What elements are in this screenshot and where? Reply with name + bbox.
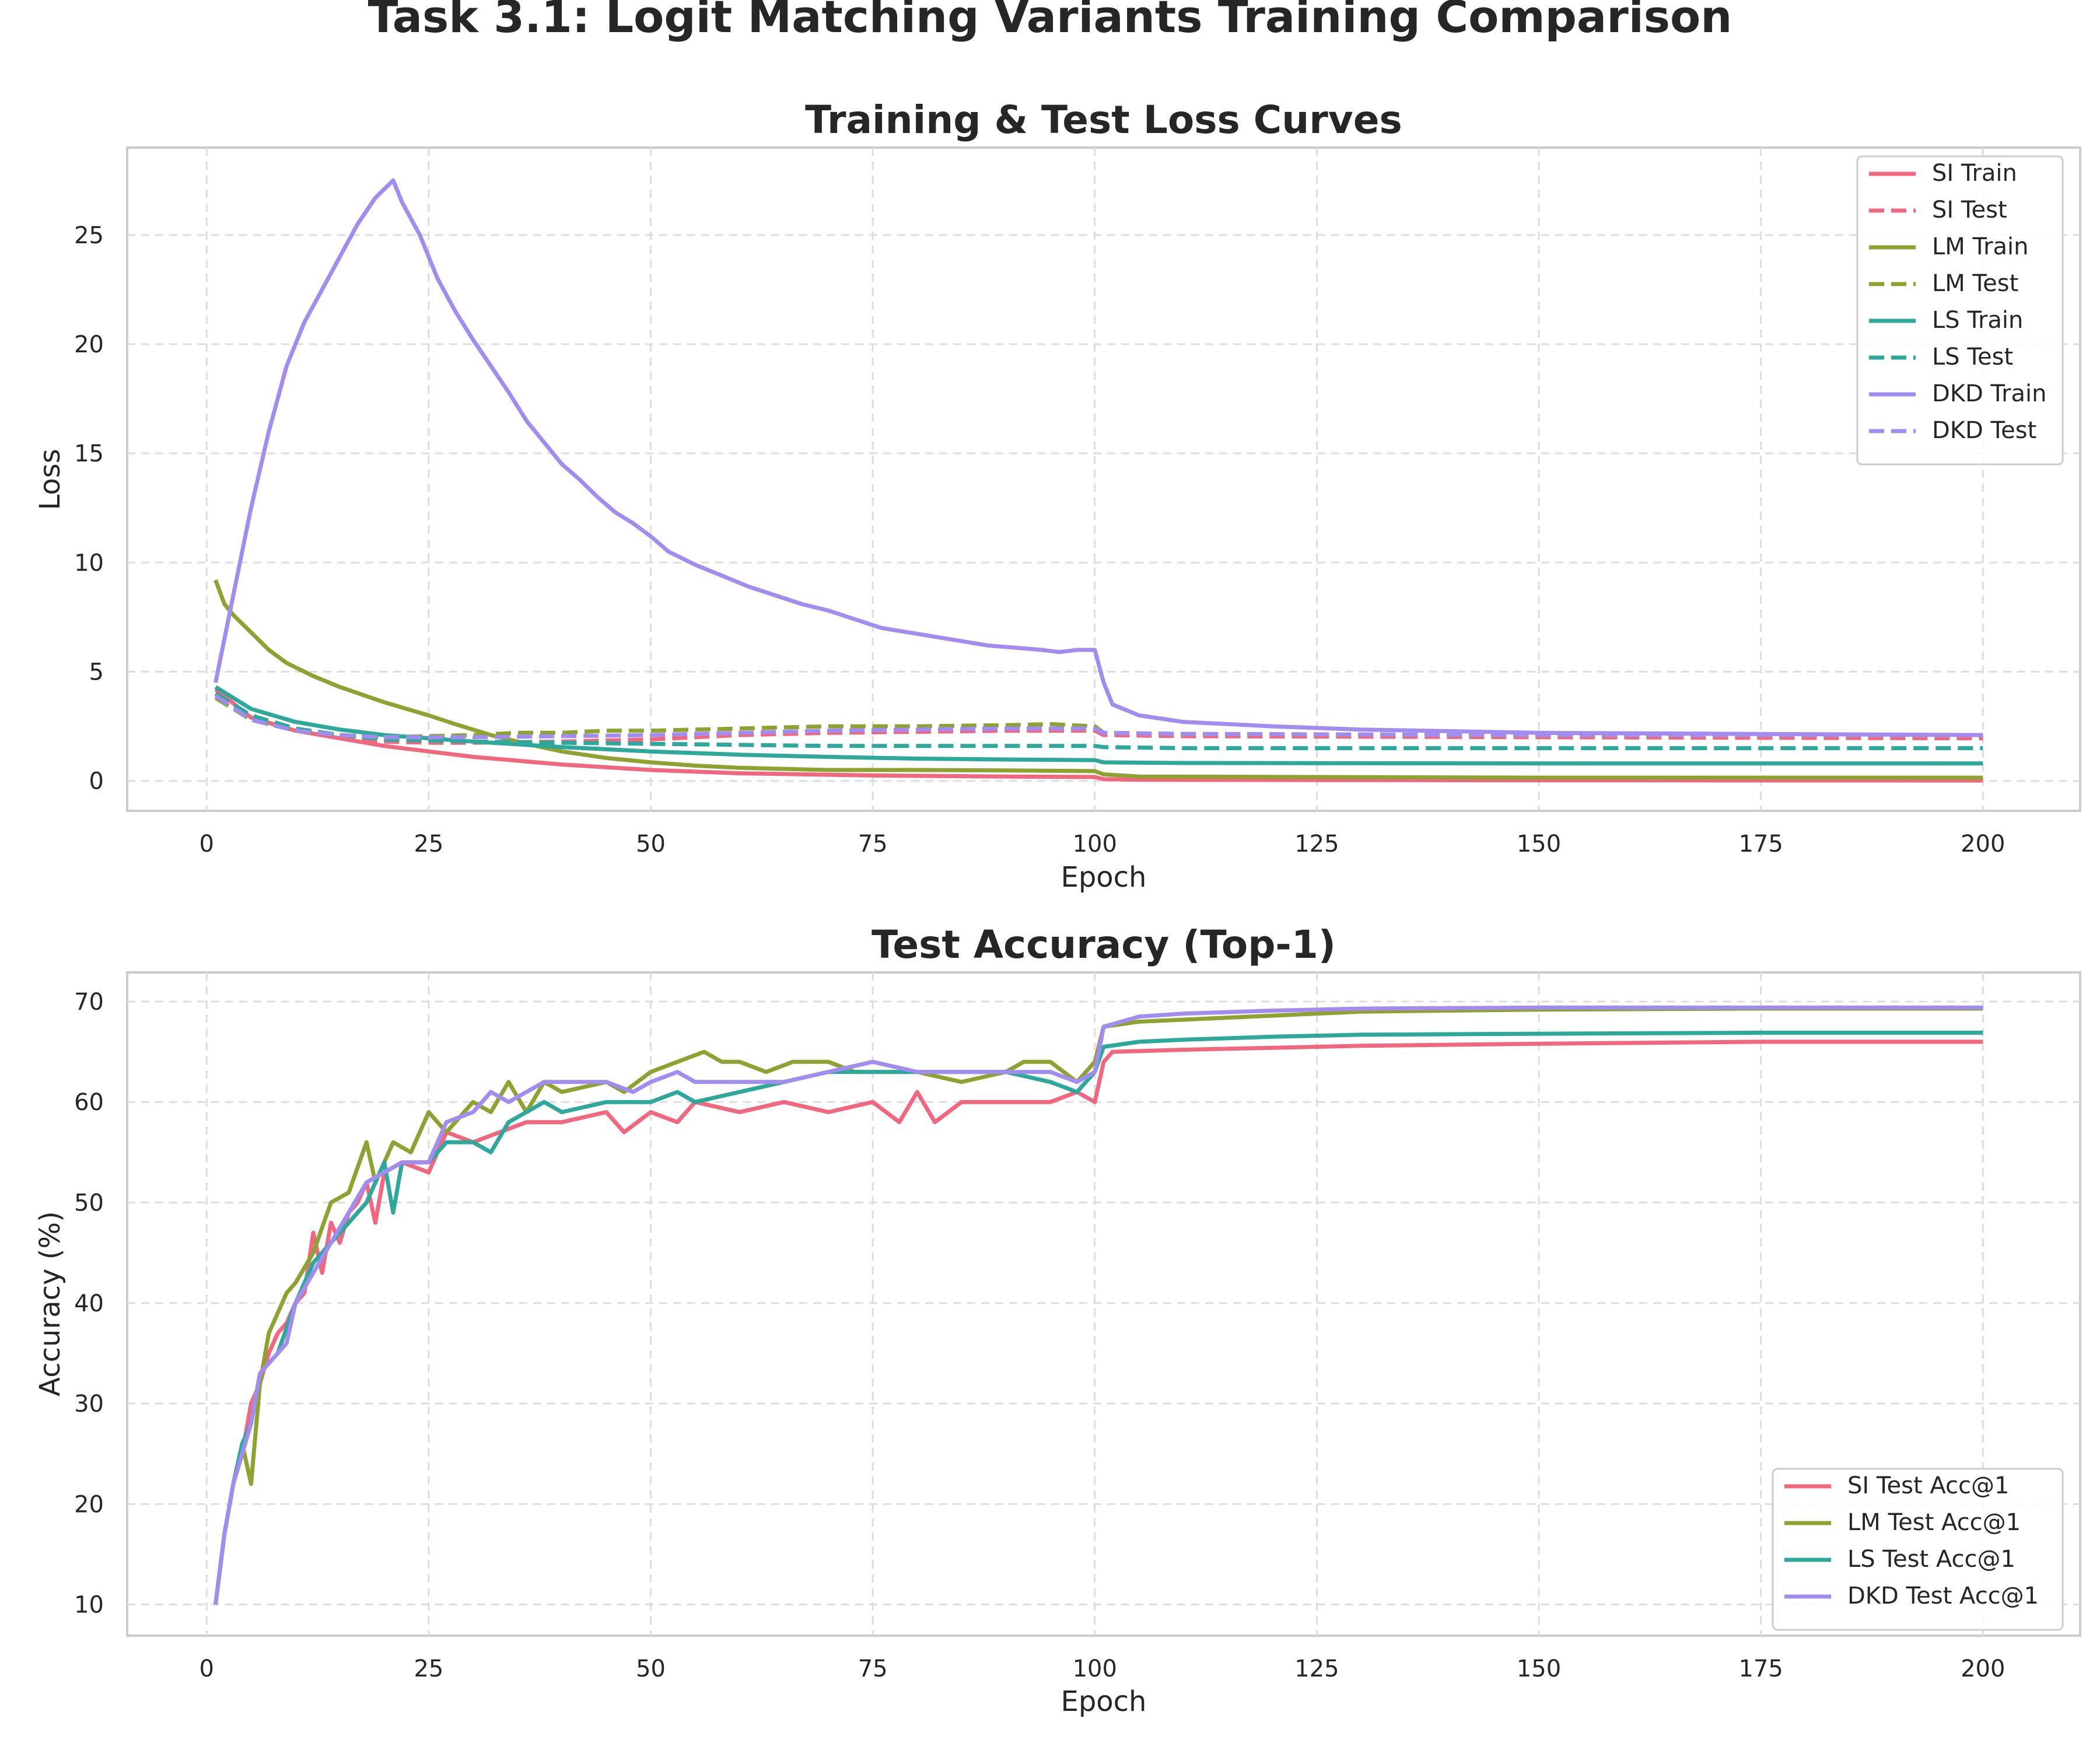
acc-y-tick-label: 20 bbox=[74, 1491, 104, 1518]
acc-legend-frame bbox=[1772, 1468, 2064, 1631]
accuracy-chart-title: Test Accuracy (Top-1) bbox=[872, 922, 1336, 967]
loss-x-tick-label: 125 bbox=[1294, 831, 1339, 858]
accuracy-subplot: 0 25 50 75 100 125 150 175 200 10 20 30 40 50 60 70 Tes… bbox=[34, 922, 2081, 1718]
legend-label-dkd-train: DKD Train bbox=[1932, 380, 2047, 407]
series-line-dkd-train bbox=[214, 178, 1983, 737]
loss-y-axis-label: Loss bbox=[34, 449, 66, 510]
loss-x-tick-label: 0 bbox=[200, 831, 214, 858]
legend-label-si-test-acc-1: SI Test Acc@1 bbox=[1847, 1472, 2009, 1499]
acc-y-tick-label: 10 bbox=[74, 1592, 104, 1619]
loss-x-axis-label: Epoch bbox=[1061, 861, 1147, 894]
accuracy-series-group bbox=[214, 1005, 1983, 1605]
acc-y-tick-label: 60 bbox=[74, 1089, 104, 1116]
loss-legend: SI Train SI Test LM Train LM Test LS Train LS… bbox=[1856, 155, 2064, 466]
acc-x-tick-label: 25 bbox=[414, 1656, 443, 1682]
loss-subplot: 0 25 50 75 100 125 150 175 200 0 5 10 15 20 25 Trainin… bbox=[34, 97, 2081, 894]
legend-label-ls-test-acc-1: LS Test Acc@1 bbox=[1847, 1546, 2015, 1573]
legend-label-lm-test: LM Test bbox=[1932, 270, 2018, 297]
loss-ticks: 0 25 50 75 100 125 150 175 200 0 5 10 15 20 25 bbox=[74, 222, 2005, 858]
acc-x-tick-label: 0 bbox=[200, 1656, 214, 1682]
loss-x-tick-label: 25 bbox=[414, 831, 443, 858]
loss-y-tick-label: 25 bbox=[74, 222, 104, 249]
series-line-ls-train bbox=[214, 685, 1983, 766]
loss-plot-area bbox=[126, 146, 2081, 812]
legend-label-si-test: SI Test bbox=[1932, 197, 2007, 223]
loss-series-group bbox=[214, 178, 1983, 783]
acc-x-tick-label: 100 bbox=[1073, 1656, 1117, 1682]
loss-x-tick-label: 75 bbox=[858, 831, 888, 858]
loss-grid bbox=[127, 148, 2080, 811]
acc-y-tick-label: 70 bbox=[74, 989, 104, 1016]
accuracy-y-axis-label: Accuracy (%) bbox=[34, 1211, 66, 1396]
legend-label-lm-train: LM Train bbox=[1932, 233, 2029, 260]
acc-y-tick-label: 30 bbox=[74, 1391, 104, 1418]
accuracy-ticks: 0 25 50 75 100 125 150 175 200 10 20 30 40 50 60 70 bbox=[74, 989, 2005, 1682]
series-line-si-test bbox=[214, 694, 1983, 745]
loss-y-tick-label: 5 bbox=[89, 659, 104, 686]
acc-x-tick-label: 50 bbox=[636, 1656, 666, 1682]
accuracy-grid bbox=[127, 972, 2080, 1636]
loss-legend-frame bbox=[1856, 155, 2064, 466]
loss-x-tick-label: 100 bbox=[1073, 831, 1117, 858]
legend-label-dkd-test-acc-1: DKD Test Acc@1 bbox=[1847, 1583, 2039, 1609]
loss-y-tick-label: 0 bbox=[89, 768, 104, 795]
accuracy-x-axis-label: Epoch bbox=[1061, 1685, 1147, 1718]
legend-label-ls-train: LS Train bbox=[1932, 307, 2023, 334]
figure-suptitle: Task 3.1: Logit Matching Variants Traini… bbox=[368, 0, 1732, 43]
loss-x-tick-label: 150 bbox=[1517, 831, 1561, 858]
acc-x-tick-label: 175 bbox=[1738, 1656, 1783, 1682]
legend-label-lm-test-acc-1: LM Test Acc@1 bbox=[1847, 1509, 2021, 1536]
loss-x-tick-label: 200 bbox=[1961, 831, 2005, 858]
loss-y-tick-label: 20 bbox=[74, 331, 104, 358]
loss-chart-title: Training & Test Loss Curves bbox=[805, 97, 1402, 142]
acc-x-tick-label: 125 bbox=[1294, 1656, 1339, 1682]
legend-label-dkd-test: DKD Test bbox=[1932, 417, 2036, 444]
acc-x-tick-label: 200 bbox=[1961, 1656, 2005, 1682]
loss-x-tick-label: 175 bbox=[1738, 831, 1783, 858]
series-line-dkd-test-acc-1 bbox=[214, 1005, 1983, 1605]
acc-x-tick-label: 75 bbox=[858, 1656, 888, 1682]
legend-label-si-train: SI Train bbox=[1932, 160, 2017, 187]
legend-label-ls-test: LS Test bbox=[1932, 344, 2013, 370]
loss-y-tick-label: 10 bbox=[74, 550, 104, 576]
series-line-dkd-test bbox=[214, 694, 1983, 740]
acc-y-tick-label: 40 bbox=[74, 1290, 104, 1317]
accuracy-legend: SI Test Acc@1 LM Test Acc@1 LS Test Acc@1 D… bbox=[1772, 1468, 2064, 1631]
loss-y-tick-label: 15 bbox=[74, 440, 104, 467]
acc-y-tick-label: 50 bbox=[74, 1190, 104, 1217]
loss-x-tick-label: 50 bbox=[636, 831, 666, 858]
acc-x-tick-label: 150 bbox=[1517, 1656, 1561, 1682]
accuracy-plot-area bbox=[126, 971, 2081, 1637]
